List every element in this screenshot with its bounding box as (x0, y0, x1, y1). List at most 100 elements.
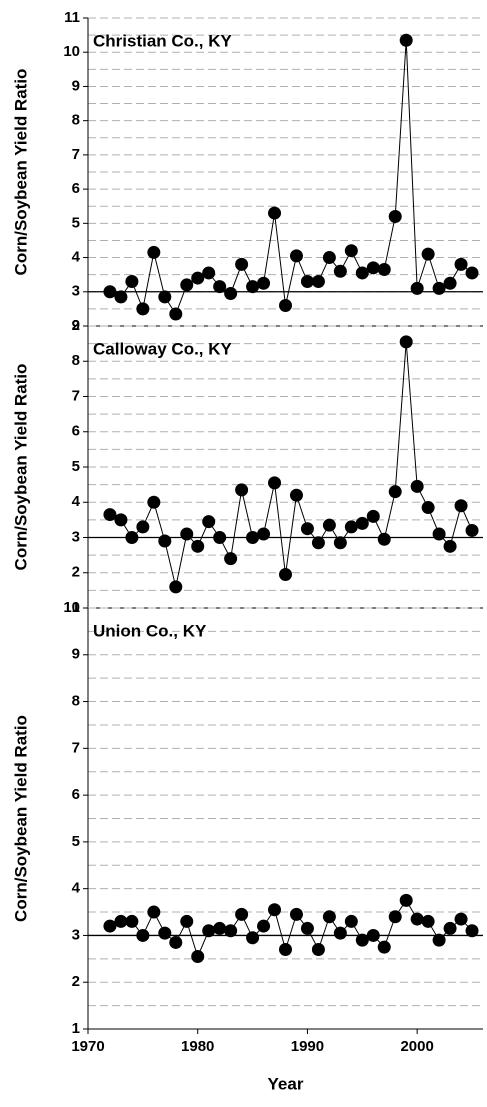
marker (147, 245, 161, 259)
marker (366, 509, 380, 523)
y-tick-label: 7 (72, 146, 80, 163)
y-tick-label: 1 (72, 599, 80, 616)
marker (454, 499, 468, 513)
x-tick-label: 2000 (400, 1038, 433, 1055)
marker (235, 483, 249, 497)
marker (158, 926, 172, 940)
y-tick-label: 3 (72, 283, 80, 300)
panel-title: Christian Co., KY (93, 31, 233, 50)
marker (421, 247, 435, 261)
y-tick-label: 5 (72, 214, 80, 231)
marker (114, 513, 128, 527)
marker (224, 286, 238, 300)
marker (213, 280, 227, 294)
marker (443, 921, 457, 935)
marker (202, 515, 216, 529)
marker (169, 935, 183, 949)
marker (279, 298, 292, 312)
marker (300, 522, 314, 536)
marker (410, 912, 424, 926)
marker (355, 933, 369, 947)
marker (388, 910, 402, 924)
y-tick-label: 9 (72, 77, 80, 94)
marker (147, 905, 161, 919)
y-tick-label: 2 (72, 317, 80, 334)
y-tick-label: 9 (72, 317, 80, 334)
marker (377, 532, 391, 546)
marker (268, 206, 282, 220)
marker (333, 536, 347, 550)
marker (443, 539, 457, 553)
x-tick-label: 1980 (181, 1038, 214, 1055)
marker (103, 919, 117, 933)
line (109, 40, 473, 316)
marker (465, 924, 479, 938)
marker (377, 263, 391, 277)
marker (322, 251, 336, 265)
marker (366, 928, 380, 942)
marker (399, 893, 413, 907)
marker (257, 919, 271, 933)
marker (311, 536, 325, 550)
marker (169, 307, 183, 321)
y-axis-label: Corn/Soybean Yield Ratio (11, 69, 30, 276)
y-tick-label: 11 (64, 9, 80, 26)
y-tick-label: 6 (72, 180, 80, 197)
marker (465, 523, 479, 537)
marker (355, 266, 369, 280)
marker (432, 527, 446, 541)
marker (180, 527, 194, 541)
marker (454, 257, 468, 271)
marker (235, 257, 249, 271)
y-axis-label: Corn/Soybean Yield Ratio (11, 715, 30, 922)
marker (202, 266, 216, 280)
y-tick-label: 3 (72, 528, 80, 545)
y-tick-label: 3 (72, 926, 80, 943)
marker (322, 910, 336, 924)
marker (224, 552, 238, 566)
marker (289, 488, 303, 502)
marker (344, 520, 358, 534)
marker (158, 534, 172, 548)
panel-title: Calloway Co., KY (93, 339, 233, 358)
marker (289, 249, 303, 263)
marker (158, 290, 172, 304)
marker (191, 539, 205, 553)
marker (289, 907, 303, 921)
marker (191, 949, 205, 963)
marker (268, 903, 282, 917)
marker (454, 912, 468, 926)
marker (410, 479, 424, 493)
marker (180, 914, 194, 928)
marker (103, 285, 117, 299)
y-tick-label: 4 (72, 880, 81, 897)
y-tick-label: 4 (72, 493, 81, 510)
marker (344, 914, 358, 928)
marker (366, 261, 380, 275)
marker (344, 244, 358, 258)
marker (125, 275, 139, 289)
marker (300, 921, 314, 935)
y-tick-label: 5 (72, 833, 80, 850)
marker (355, 516, 369, 530)
y-tick-label: 2 (72, 564, 80, 581)
y-tick-label: 7 (72, 739, 80, 756)
y-tick-label: 9 (72, 646, 80, 663)
panel-title: Union Co., KY (93, 621, 207, 640)
marker (136, 302, 150, 316)
marker (465, 266, 479, 280)
y-tick-label: 8 (72, 693, 80, 710)
marker (333, 264, 347, 278)
marker (136, 928, 150, 942)
marker (213, 921, 227, 935)
marker (147, 495, 161, 509)
marker (257, 276, 271, 290)
marker (322, 518, 336, 532)
marker (125, 531, 139, 544)
marker (333, 926, 347, 940)
y-tick-label: 10 (63, 43, 80, 60)
marker (114, 914, 128, 928)
marker (246, 280, 260, 294)
marker (125, 914, 139, 928)
